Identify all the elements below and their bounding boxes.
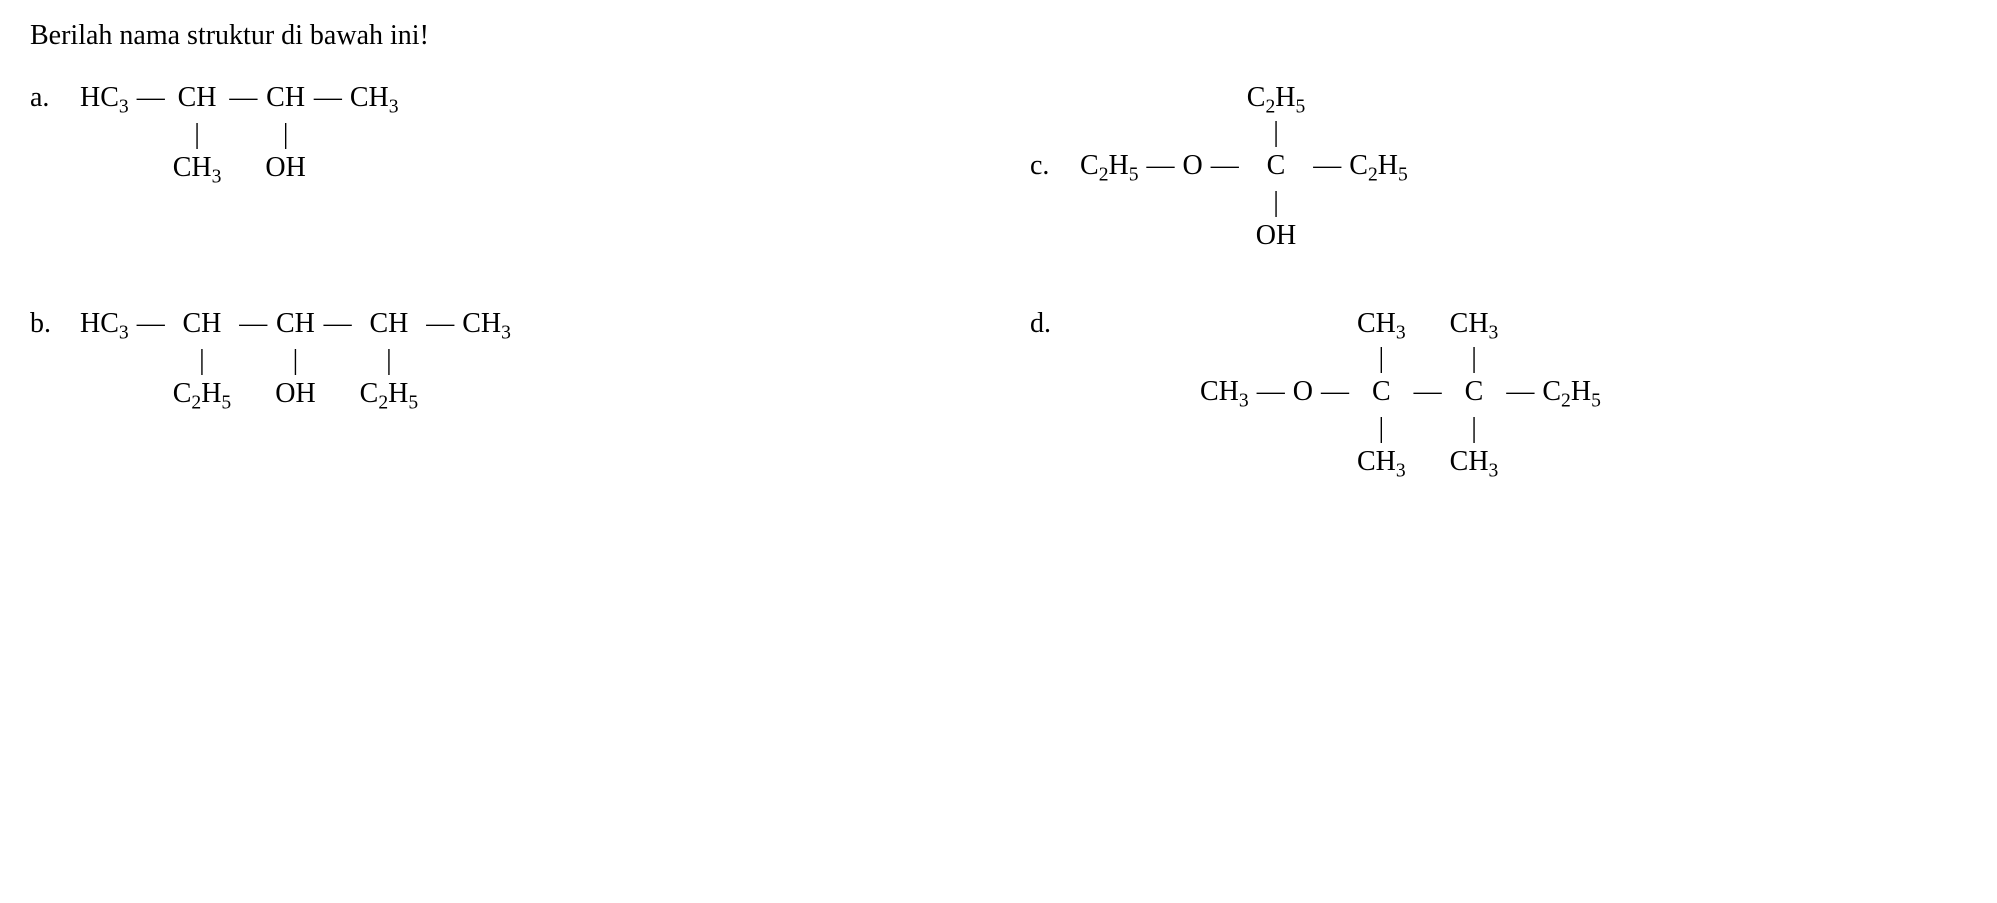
question-text: Berilah nama struktur di bawah ini! bbox=[30, 20, 1967, 52]
atom-ch: CH bbox=[276, 308, 315, 348]
atom-c: C bbox=[1372, 376, 1391, 416]
atom-c2h5-top: C2H5 bbox=[1247, 82, 1306, 120]
atom-o: O bbox=[1293, 376, 1313, 416]
column-left-2: b. HC3 — CH — CH — CH — CH3 | bbox=[30, 308, 1030, 484]
atom-ch: CH bbox=[178, 82, 217, 122]
bond-v: | bbox=[283, 125, 289, 150]
atom-ch3: CH3 bbox=[462, 308, 511, 348]
item-d: d. CH3 CH3 bbox=[1030, 308, 1967, 484]
column-left-1: a. HC3 — CH — CH — CH3 | | bbox=[30, 82, 1030, 258]
column-right-2: d. CH3 CH3 bbox=[1030, 308, 1967, 484]
bond-h: — bbox=[1406, 376, 1450, 416]
bond-v: | bbox=[199, 351, 205, 376]
bond-h: — bbox=[231, 308, 275, 348]
atom-ch: CH bbox=[183, 308, 222, 348]
bond-v: | bbox=[293, 351, 299, 376]
atom-ch3-bot2: CH3 bbox=[1450, 446, 1499, 484]
bond-h: — bbox=[1203, 150, 1247, 190]
atom-ch3-bot1: CH3 bbox=[1357, 446, 1406, 484]
atom-c2h5: C2H5 bbox=[1349, 150, 1408, 190]
bond-h: — bbox=[1249, 376, 1293, 416]
atom-hc3: HC3 bbox=[80, 82, 129, 122]
bond-h: — bbox=[1313, 376, 1357, 416]
label-c: c. bbox=[1030, 82, 1080, 182]
atom-c2h5: C2H5 bbox=[1080, 150, 1139, 190]
bond-v: | bbox=[1378, 349, 1384, 374]
bond-v: | bbox=[1273, 123, 1279, 148]
atom-ch: CH bbox=[369, 308, 408, 348]
atom-ch3-top1: CH3 bbox=[1357, 308, 1406, 346]
bond-v: | bbox=[1471, 349, 1477, 374]
row-2: b. HC3 — CH — CH — CH — CH3 | bbox=[30, 308, 1967, 484]
bond-h: — bbox=[221, 82, 265, 122]
atom-c: C bbox=[1267, 150, 1286, 190]
bond-h: — bbox=[129, 308, 173, 348]
item-b: b. HC3 — CH — CH — CH — CH3 | bbox=[30, 308, 1030, 416]
bond-v: | bbox=[1273, 193, 1279, 218]
atom-ch3-sub: CH3 bbox=[173, 152, 222, 190]
bond-h: — bbox=[1139, 150, 1183, 190]
atom-c2h5: C2H5 bbox=[360, 378, 419, 416]
item-a: a. HC3 — CH — CH — CH3 | | bbox=[30, 82, 1030, 190]
structure-b: HC3 — CH — CH — CH — CH3 | | | bbox=[80, 308, 511, 416]
atom-oh: OH bbox=[265, 152, 305, 190]
atom-ch3: CH3 bbox=[1200, 376, 1249, 416]
bond-h: — bbox=[418, 308, 462, 348]
structure-d: CH3 CH3 | | CH3 — bbox=[1200, 308, 1601, 484]
atom-ch: CH bbox=[266, 82, 305, 122]
column-right-1: c. C2H5 | bbox=[1030, 82, 1967, 258]
atom-oh: OH bbox=[1256, 220, 1296, 258]
structure-c: C2H5 | C2H5 — O — C bbox=[1080, 82, 1408, 258]
atom-hc3: HC3 bbox=[80, 308, 129, 348]
atom-ch3-top2: CH3 bbox=[1450, 308, 1499, 346]
bond-h: — bbox=[1498, 376, 1542, 416]
atom-oh: OH bbox=[275, 378, 315, 416]
atom-ch3: CH3 bbox=[350, 82, 399, 122]
atom-c: C bbox=[1465, 376, 1484, 416]
atom-o: O bbox=[1183, 150, 1203, 190]
bond-h: — bbox=[306, 82, 350, 122]
bond-v: | bbox=[1378, 419, 1384, 444]
structure-a: HC3 — CH — CH — CH3 | | bbox=[80, 82, 399, 190]
bond-v: | bbox=[1471, 419, 1477, 444]
bond-v: | bbox=[194, 125, 200, 150]
atom-c2h5: C2H5 bbox=[1542, 376, 1601, 416]
label-a: a. bbox=[30, 82, 80, 114]
label-d: d. bbox=[1030, 308, 1080, 340]
row-1: a. HC3 — CH — CH — CH3 | | bbox=[30, 82, 1967, 258]
bond-h: — bbox=[316, 308, 360, 348]
atom-c2h5: C2H5 bbox=[173, 378, 232, 416]
label-b: b. bbox=[30, 308, 80, 340]
bond-v: | bbox=[386, 351, 392, 376]
item-c: c. C2H5 | bbox=[1030, 82, 1967, 258]
bond-h: — bbox=[129, 82, 173, 122]
bond-h: — bbox=[1305, 150, 1349, 190]
